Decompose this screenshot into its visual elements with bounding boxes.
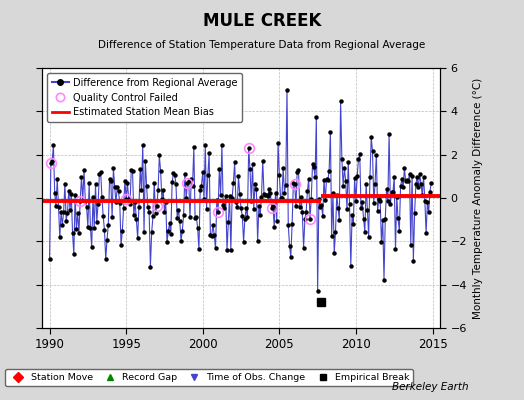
Text: Berkeley Earth: Berkeley Earth xyxy=(392,382,469,392)
Y-axis label: Monthly Temperature Anomaly Difference (°C): Monthly Temperature Anomaly Difference (… xyxy=(473,77,483,319)
Text: Difference of Station Temperature Data from Regional Average: Difference of Station Temperature Data f… xyxy=(99,40,425,50)
Legend: Station Move, Record Gap, Time of Obs. Change, Empirical Break: Station Move, Record Gap, Time of Obs. C… xyxy=(5,369,413,386)
Text: MULE CREEK: MULE CREEK xyxy=(203,12,321,30)
